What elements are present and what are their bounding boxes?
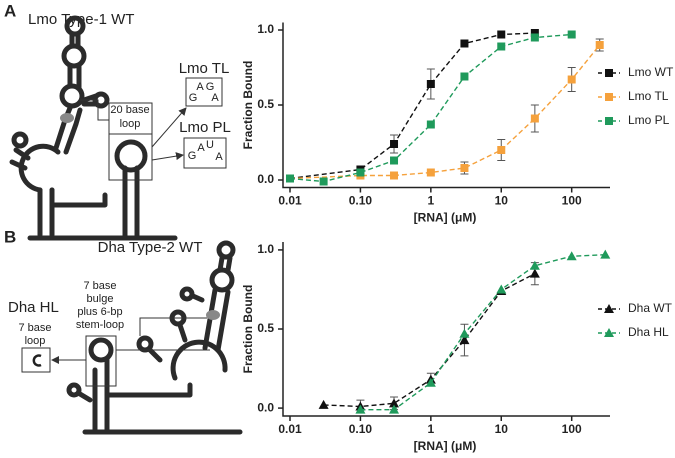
- data-point: [600, 249, 611, 259]
- data-point: [530, 33, 539, 42]
- panel-label: B: [4, 227, 16, 246]
- data-point: [595, 41, 604, 49]
- legend-marker: [605, 117, 613, 125]
- y-axis-title: Fraction Bound: [241, 61, 255, 150]
- nucleotide: U: [206, 139, 214, 151]
- y-tick-label: 1.0: [257, 242, 274, 256]
- series: [286, 38, 604, 183]
- nucleotide: G: [206, 81, 215, 93]
- axis: [282, 242, 610, 417]
- x-tick-label: 1: [427, 422, 434, 436]
- data-point: [390, 171, 399, 180]
- y-tick-label: 0.0: [257, 400, 274, 414]
- data-point: [529, 268, 540, 278]
- data-point: [286, 174, 294, 183]
- x-tick-label: 0.10: [349, 422, 373, 436]
- y-tick-label: 1.0: [257, 22, 274, 36]
- axis: [282, 22, 610, 189]
- data-point: [459, 328, 470, 338]
- x-tick-label: 100: [562, 422, 582, 436]
- series: [355, 249, 611, 414]
- data-point: [426, 80, 435, 88]
- x-tick-label: 10: [495, 422, 509, 436]
- x-tick-label: 0.01: [278, 422, 302, 436]
- legend-label: Dha HL: [628, 325, 669, 339]
- data-point: [355, 404, 366, 414]
- nucleotide: A: [215, 151, 223, 163]
- legend-label: Lmo TL: [628, 89, 669, 103]
- data-point: [497, 30, 506, 39]
- bulge-label: bulge: [87, 293, 114, 305]
- data-point: [530, 114, 539, 123]
- y-axis-title: Fraction Bound: [241, 285, 255, 374]
- data-point: [567, 75, 576, 84]
- data-line: [289, 33, 572, 183]
- data-point: [425, 377, 436, 387]
- x-axis-title: [RNA] (μM): [414, 439, 477, 453]
- variant-label: Lmo TL: [179, 60, 230, 77]
- nucleotide: G: [188, 150, 197, 162]
- x-axis-title: [RNA] (μM): [414, 211, 477, 225]
- bulge-label: stem-loop: [76, 319, 124, 331]
- data-point: [530, 29, 539, 37]
- nucleotide: A: [211, 92, 219, 104]
- x-tick-label: 100: [562, 194, 582, 208]
- data-point: [567, 30, 576, 39]
- variant-label: Lmo PL: [179, 119, 231, 136]
- data-point: [426, 120, 435, 129]
- data-point: [390, 156, 399, 165]
- data-point: [460, 72, 469, 81]
- legend-marker: [605, 93, 613, 101]
- data-point: [459, 335, 470, 345]
- data-point: [390, 140, 399, 148]
- data-line: [289, 32, 535, 180]
- series: [286, 30, 576, 186]
- y-tick-label: 0.5: [257, 97, 274, 111]
- loop-label: loop: [25, 335, 46, 347]
- nucleotide: A: [196, 81, 204, 93]
- data-point: [318, 399, 329, 409]
- rna-diagram: [9, 15, 227, 241]
- nucleotide: A: [197, 142, 205, 154]
- data-point: [426, 168, 435, 177]
- panel-label: A: [4, 1, 16, 20]
- data-point: [496, 284, 507, 294]
- bulge-label: plus 6-bp: [77, 306, 122, 318]
- legend-marker: [604, 328, 614, 337]
- data-point: [497, 42, 506, 51]
- x-tick-label: 0.10: [349, 194, 373, 208]
- legend-marker: [605, 69, 613, 77]
- nucleotide: G: [189, 92, 198, 104]
- variant-label: Dha HL: [8, 299, 59, 316]
- data-point: [460, 164, 469, 172]
- data-point: [460, 39, 469, 48]
- data-point: [389, 404, 400, 414]
- data-point: [319, 177, 328, 186]
- data-point: [497, 146, 506, 154]
- rna-diagram: [21, 240, 243, 435]
- legend-label: Lmo PL: [628, 113, 670, 127]
- y-tick-label: 0.5: [257, 321, 274, 335]
- data-point: [389, 398, 400, 408]
- data-line: [289, 44, 601, 180]
- bulge-label: 7 base: [83, 280, 116, 292]
- legend-marker: [604, 304, 614, 313]
- y-tick-label: 0.0: [257, 172, 274, 186]
- data-line: [360, 253, 606, 411]
- loop-label: loop: [120, 118, 141, 130]
- legend-label: Lmo WT: [628, 65, 674, 79]
- legend-label: Dha WT: [628, 301, 673, 315]
- construct-title: Dha Type-2 WT: [98, 239, 203, 256]
- loop-label: 7 base: [18, 322, 51, 334]
- x-tick-label: 10: [495, 194, 509, 208]
- loop-label: 20 base: [110, 104, 149, 116]
- data-point: [356, 168, 365, 177]
- x-tick-label: 1: [427, 194, 434, 208]
- data-point: [529, 260, 540, 270]
- x-tick-label: 0.01: [278, 194, 302, 208]
- data-point: [566, 251, 577, 261]
